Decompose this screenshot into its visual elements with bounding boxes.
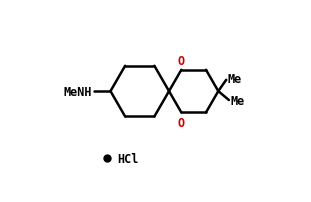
Text: O: O	[178, 54, 185, 67]
Text: MeNH: MeNH	[63, 85, 92, 98]
Text: Me: Me	[228, 73, 242, 86]
Text: HCl: HCl	[118, 152, 139, 165]
Text: Me: Me	[230, 95, 245, 108]
Text: O: O	[178, 116, 185, 129]
